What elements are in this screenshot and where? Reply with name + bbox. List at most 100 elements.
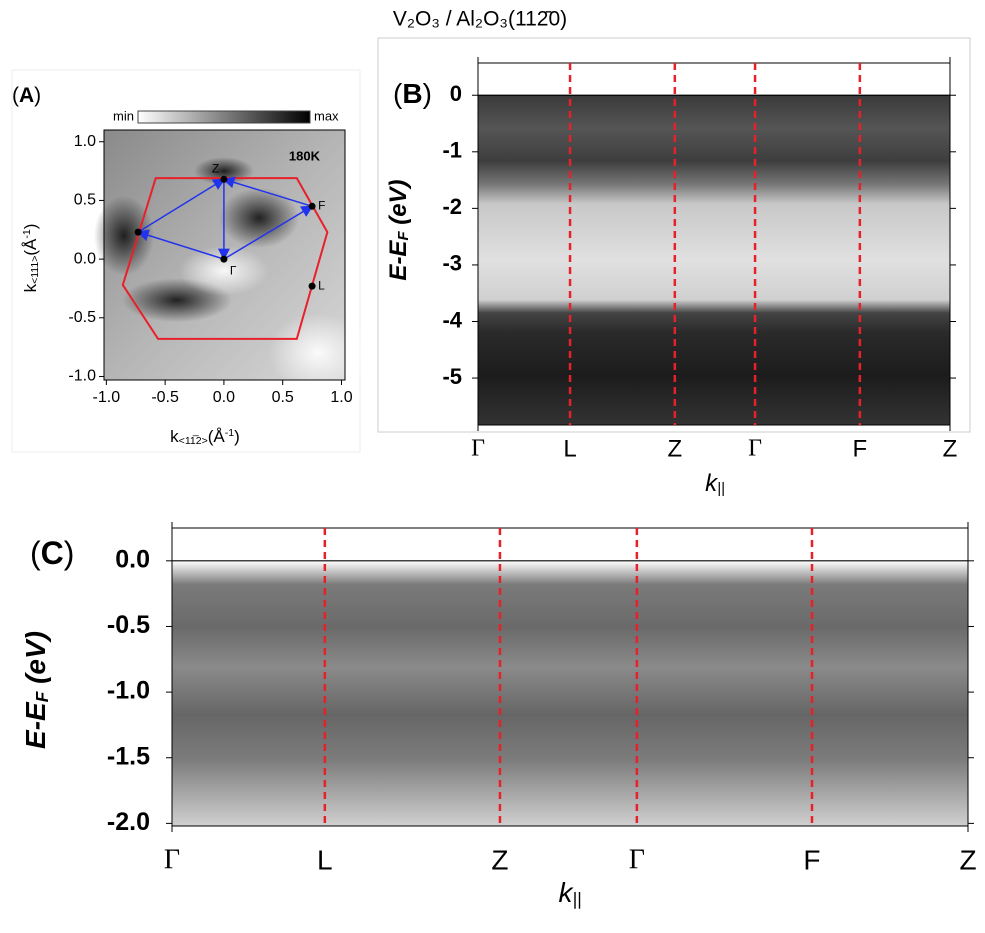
panel-frame (11, 69, 361, 453)
y-axis-label: k<111>(Å-1) (21, 224, 41, 293)
x-tick-label: -0.5 (151, 389, 179, 406)
x-axis-label-part: <11̅2> (179, 435, 208, 447)
y-axis-label-part: (Å (21, 238, 40, 256)
heatmap-feature (267, 313, 368, 394)
x-tick-label: L (563, 435, 576, 462)
x-tick-label: Z (943, 435, 958, 462)
brillouin-zone (121, 177, 329, 340)
x-axis-label-part: (Å (208, 427, 226, 446)
panel-label-part: ( (393, 78, 403, 109)
k-point (220, 175, 228, 183)
plot-frame (103, 129, 346, 381)
panel-label: (C) (30, 535, 74, 571)
annotation: 180K (289, 148, 321, 163)
spectrum-image (172, 560, 968, 826)
x-tick-label: 0.5 (272, 389, 294, 406)
panel-label-part: B (402, 78, 422, 109)
y-tick-label: -1 (442, 138, 462, 163)
path-arrow (137, 178, 226, 233)
y-axis-label-part: ) (21, 224, 40, 230)
y-tick-label: -4 (442, 307, 462, 332)
y-axis-label-part: -1 (21, 229, 33, 239)
spectrum-image (478, 95, 950, 425)
x-axis-label-part: ) (234, 427, 240, 446)
y-tick-label: 0.5 (74, 192, 96, 209)
panel-frame (377, 37, 971, 433)
x-axis-label-part: k (170, 427, 179, 446)
panel-label: (B) (393, 78, 432, 109)
x-tick-label: Z (959, 844, 976, 875)
k-point (308, 282, 316, 290)
k-point-label: L (318, 278, 325, 292)
y-tick-label: -1.0 (68, 368, 96, 385)
y-axis-label-part: <111> (29, 256, 41, 284)
x-tick-label: F (803, 844, 820, 875)
k-point (220, 255, 228, 263)
k-point (308, 202, 316, 210)
y-tick-label: -0.5 (68, 309, 96, 326)
y-tick-label: 0.0 (115, 545, 150, 573)
x-tick-label: 1.0 (330, 389, 352, 406)
y-axis-label-part: (eV) (385, 179, 412, 231)
colorbar (137, 110, 311, 124)
heatmap-feature (219, 188, 300, 249)
y-axis-label-part: k (21, 283, 40, 292)
x-tick-label: Z (491, 844, 508, 875)
k-point-label: Γ (230, 263, 237, 277)
x-tick-label: Z (667, 435, 682, 462)
x-tick-label: F (853, 435, 868, 462)
y-tick-label: -2 (442, 194, 462, 219)
y-axis-label: E-EF (eV) (20, 631, 51, 749)
y-axis-label-part: F (396, 231, 412, 241)
panel-label-part: C (41, 535, 64, 571)
y-axis-label-part: E-E (20, 701, 51, 749)
x-tick-label: L (317, 844, 333, 875)
x-axis-label: k<11̅2>(Å-1) (170, 427, 240, 447)
y-tick-label: 0.0 (74, 250, 96, 267)
y-tick-label: -5 (442, 364, 462, 389)
x-tick-label: Γ (164, 844, 180, 875)
y-axis-label-part: F (32, 691, 52, 702)
panel-label-part: ) (423, 78, 432, 109)
x-tick-label: Γ (471, 436, 485, 462)
k-point-label: F (318, 198, 325, 212)
panel-label-part: ( (30, 535, 41, 571)
x-tick-label: 0.0 (213, 389, 235, 406)
k-point-label: Z (212, 161, 219, 175)
x-axis-label-part: k (558, 877, 574, 908)
colorbar-label: min (113, 108, 134, 123)
y-axis-label: E-EF (eV) (385, 179, 412, 280)
y-axis-label-part: E-E (385, 240, 412, 281)
figure-title: V₂O₃ / Al₂O₃(112̄0) (393, 8, 567, 31)
y-axis-label-part: (eV) (20, 631, 51, 692)
x-tick-label: Γ (629, 844, 645, 875)
path-arrow (222, 176, 313, 208)
colorbar-label: max (314, 108, 339, 123)
y-tick-label: -1.5 (107, 742, 150, 770)
y-tick-label: -3 (442, 251, 462, 276)
panel-label-part: ( (12, 84, 19, 107)
y-tick-label: -2.0 (107, 808, 150, 836)
x-axis-label: k|| (558, 877, 581, 908)
path-arrow (223, 205, 314, 260)
heatmap-feature (93, 195, 154, 276)
y-tick-label: -1.0 (107, 677, 150, 705)
y-tick-label: 1.0 (74, 133, 96, 150)
path-arrow (136, 229, 225, 260)
heatmap-feature (178, 245, 269, 296)
panel-label-part: ) (64, 535, 75, 571)
x-axis-label-part: -1 (225, 427, 235, 439)
x-axis-label: k|| (705, 470, 725, 497)
x-tick-label: -1.0 (93, 389, 121, 406)
y-tick-label: -0.5 (107, 611, 150, 639)
k-point (134, 228, 142, 236)
x-axis-label-part: || (717, 481, 725, 497)
panel-label-part: ) (34, 84, 41, 107)
panel-label-part: A (19, 84, 34, 107)
x-axis-label-part: || (572, 889, 581, 909)
x-tick-label: Γ (748, 436, 762, 462)
panel-label: (A) (12, 84, 41, 107)
x-axis-label-part: k (705, 470, 719, 497)
y-tick-label: 0 (450, 81, 462, 106)
